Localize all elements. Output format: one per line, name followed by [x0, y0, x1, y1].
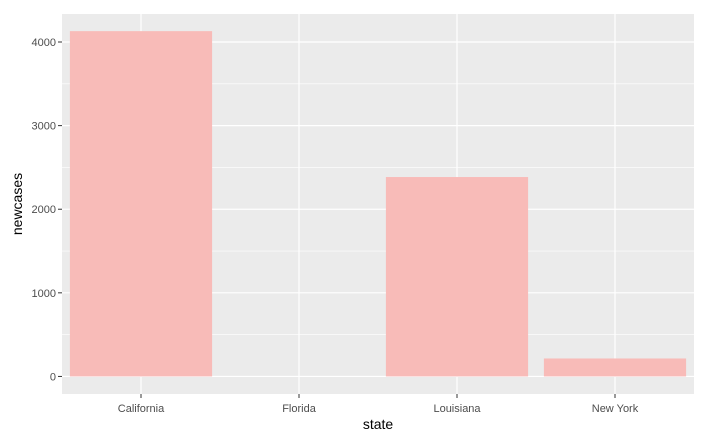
bar-louisiana	[385, 177, 529, 377]
bar-california	[69, 31, 213, 377]
y-tick-label: 3000	[32, 121, 56, 133]
y-axis-title: newcases	[9, 173, 25, 235]
y-tick-label: 4000	[32, 37, 56, 49]
x-tick-label: Louisiana	[433, 403, 481, 415]
x-tick-label: New York	[592, 403, 639, 415]
y-tick-label: 0	[50, 371, 56, 383]
y-tick-label: 1000	[32, 288, 56, 300]
y-tick-label: 2000	[32, 204, 56, 216]
x-tick-label: California	[118, 403, 165, 415]
x-axis-title: state	[363, 416, 394, 431]
x-tick-label: Florida	[282, 403, 317, 415]
axis-layer: 0 1000 2000 3000 4000 California Florida Louisi…	[32, 37, 639, 415]
bar-layer	[69, 31, 687, 377]
bar-new-york	[543, 358, 687, 377]
